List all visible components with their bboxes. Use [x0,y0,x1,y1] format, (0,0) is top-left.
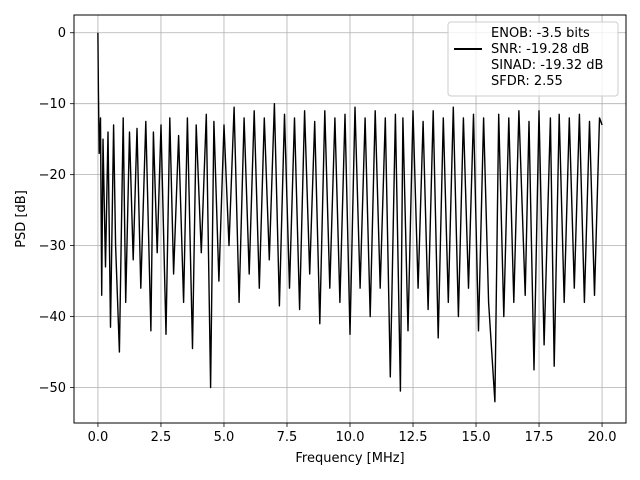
y-tick-label: −20 [39,168,66,183]
legend-entry: SFDR: 2.55 [491,74,563,89]
x-tick-label: 10.0 [336,430,365,445]
x-tick-label: 5.0 [214,430,235,445]
series-layer [97,32,603,403]
y-axis-ticks: 0 −10 −20 −30 −40 −50 [39,26,74,396]
legend-entry: SINAD: -19.32 dB [491,58,603,73]
legend-entry: ENOB: -3.5 bits [491,26,590,41]
y-tick-label: −30 [39,239,66,254]
psd-series-line [97,32,603,403]
x-tick-label: 17.5 [525,430,554,445]
y-tick-label: −50 [39,381,66,396]
x-axis-ticks: 0.0 2.5 5.0 7.5 10.0 12.5 15.0 17.5 20.0 [88,423,617,445]
y-tick-label: −10 [39,97,66,112]
y-tick-label: −40 [39,310,66,325]
y-axis-label: PSD [dB] [14,190,29,248]
x-axis-label: Frequency [MHz] [295,451,404,466]
x-tick-label: 0.0 [88,430,109,445]
x-tick-label: 12.5 [399,430,428,445]
x-tick-label: 7.5 [277,430,298,445]
x-tick-label: 20.0 [588,430,617,445]
legend-box [447,21,619,97]
x-tick-label: 2.5 [151,430,172,445]
legend-entry: SNR: -19.28 dB [491,42,589,57]
x-tick-label: 15.0 [462,430,491,445]
y-tick-label: 0 [58,26,66,41]
